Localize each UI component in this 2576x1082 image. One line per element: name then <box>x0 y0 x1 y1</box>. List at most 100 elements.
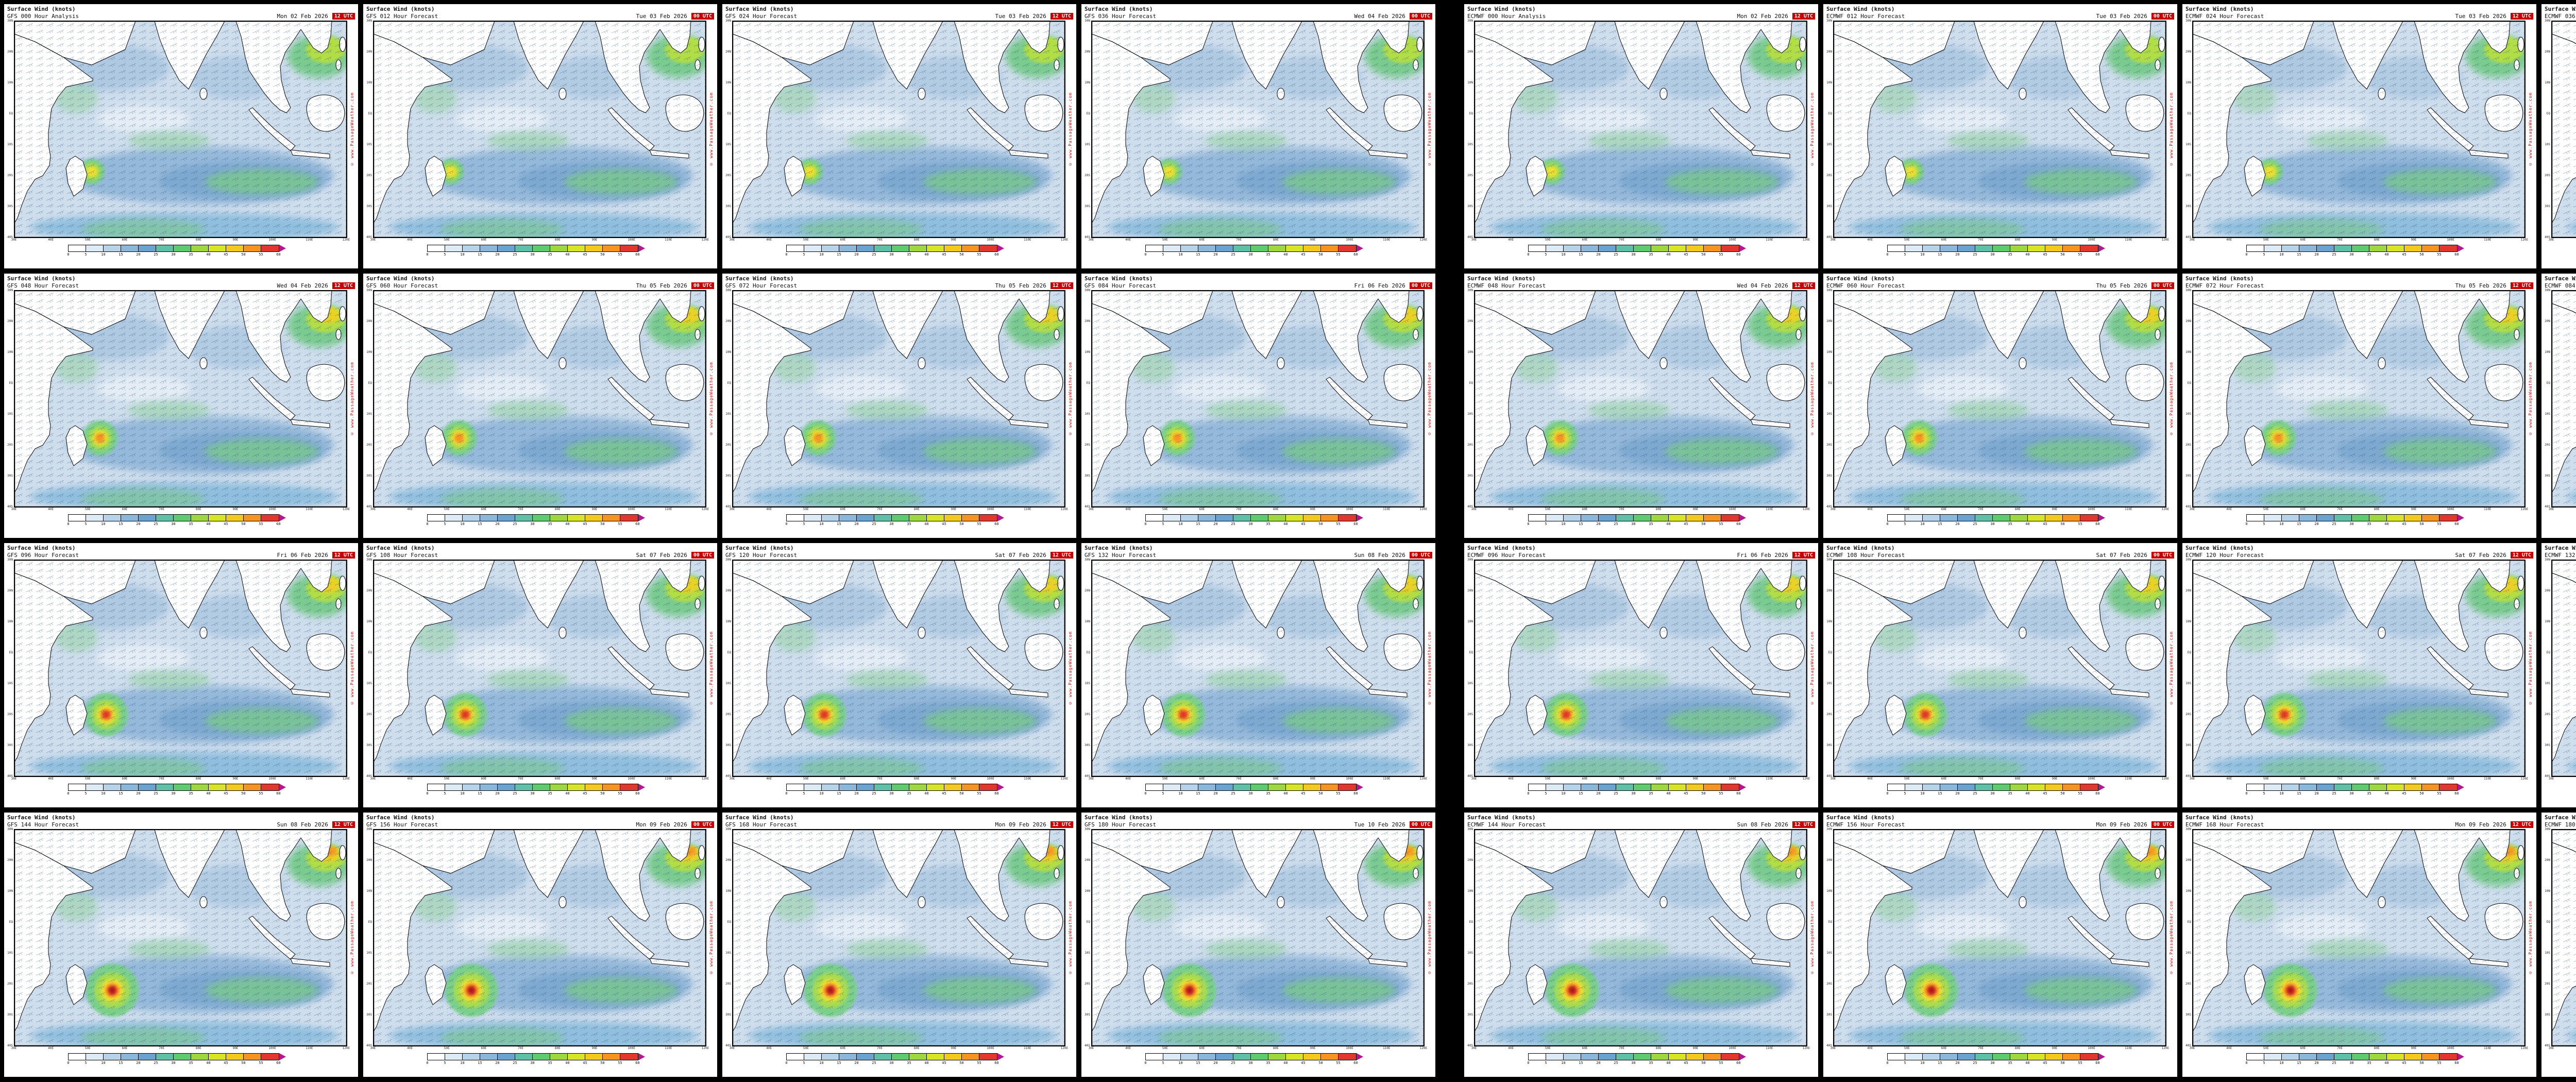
colorbar-segment <box>1616 1054 1634 1060</box>
colorbar-tick: 5 <box>84 791 87 796</box>
panel-ecmwf-132[interactable]: Surface Wind (knots) ECMWF 132 Hour Fore… <box>2541 543 2576 807</box>
lat-tick: 30N <box>7 19 13 23</box>
panel-ecmwf-168[interactable]: Surface Wind (knots) ECMWF 168 Hour Fore… <box>2182 813 2536 1077</box>
lat-tick: 20S <box>7 982 13 986</box>
panel-gfs-084[interactable]: Surface Wind (knots) GFS 084 Hour Foreca… <box>1081 274 1435 538</box>
wind-speed-colorbar: 0 5 10 15 20 25 30 35 40 45 50 55 60 <box>426 514 654 527</box>
lon-tick: 80E <box>1655 508 1662 511</box>
colorbar-tick: 20 <box>1213 791 1218 796</box>
panel-ecmwf-048[interactable]: Surface Wind (knots) ECMWF 048 Hour Fore… <box>1464 274 1818 538</box>
colorbar-tick: 5 <box>803 1061 805 1065</box>
lon-tick: 80E <box>554 1046 561 1050</box>
panel-gfs-000[interactable]: Surface Wind (knots) GFS 000 Hour Analys… <box>4 4 358 268</box>
panel-ecmwf-036[interactable]: Surface Wind (knots) ECMWF 036 Hour Fore… <box>2541 4 2576 268</box>
colorbar-segment <box>1940 245 1958 251</box>
panel-ecmwf-072[interactable]: Surface Wind (knots) ECMWF 072 Hour Fore… <box>2182 274 2536 538</box>
colorbar-segment <box>1546 784 1564 790</box>
panel-gfs-180[interactable]: Surface Wind (knots) GFS 180 Hour Foreca… <box>1081 813 1435 1077</box>
latitude-axis-labels: 30N 20N 10N EQ 10S 20S 30S 40S <box>1082 558 1091 778</box>
colorbar-tick: 60 <box>1353 1061 1358 1065</box>
panel-ecmwf-012[interactable]: Surface Wind (knots) ECMWF 012 Hour Fore… <box>1823 4 2177 268</box>
panel-gfs-156[interactable]: Surface Wind (knots) GFS 156 Hour Foreca… <box>363 813 717 1077</box>
colorbar-overflow-arrow <box>2457 784 2464 791</box>
panel-ecmwf-120[interactable]: Surface Wind (knots) ECMWF 120 Hour Fore… <box>2182 543 2536 807</box>
lon-tick: 120E <box>1060 1046 1069 1050</box>
colorbar-segment <box>462 784 480 790</box>
lon-tick: 110E <box>1383 508 1391 511</box>
lon-tick: 70E <box>2337 238 2343 242</box>
colorbar-segment <box>979 1054 997 1060</box>
panel-ecmwf-024[interactable]: Surface Wind (knots) ECMWF 024 Hour Fore… <box>2182 4 2536 268</box>
colorbar-overflow-arrow <box>1739 784 1746 791</box>
lon-tick: 50E <box>84 238 91 242</box>
panel-ecmwf-096[interactable]: Surface Wind (knots) ECMWF 096 Hour Fore… <box>1464 543 1818 807</box>
colorbar-segment <box>786 784 804 790</box>
colorbar-tick: 50 <box>1701 252 1706 257</box>
panel-ecmwf-108[interactable]: Surface Wind (knots) ECMWF 108 Hour Fore… <box>1823 543 2177 807</box>
colorbar-tick: 10 <box>460 791 465 796</box>
lat-tick: 40S <box>7 1044 13 1047</box>
colorbar-segment <box>1581 515 1599 521</box>
latitude-axis-labels: 30N 20N 10N EQ 10S 20S 30S 40S <box>723 19 732 239</box>
wind-speed-colorbar: 0 5 10 15 20 25 30 35 40 45 50 55 60 <box>1886 514 2114 527</box>
colorbar-tick: 40 <box>2025 1061 2030 1065</box>
panel-gfs-072[interactable]: Surface Wind (knots) GFS 072 Hour Foreca… <box>722 274 1076 538</box>
colorbar-tick: 20 <box>136 252 141 257</box>
lat-tick: EQ <box>1086 920 1090 924</box>
panel-gfs-120[interactable]: Surface Wind (knots) GFS 120 Hour Foreca… <box>722 543 1076 807</box>
colorbar-tick: 20 <box>495 522 500 526</box>
panel-ecmwf-180[interactable]: Surface Wind (knots) ECMWF 180 Hour Fore… <box>2541 813 2576 1077</box>
panel-gfs-060[interactable]: Surface Wind (knots) GFS 060 Hour Foreca… <box>363 274 717 538</box>
colorbar-segments <box>67 245 279 252</box>
lon-tick: 80E <box>913 1046 920 1050</box>
panel-ecmwf-156[interactable]: Surface Wind (knots) ECMWF 156 Hour Fore… <box>1823 813 2177 1077</box>
colorbar-segment <box>2351 515 2369 521</box>
colorbar-tick: 10 <box>460 1061 465 1065</box>
panel-gfs-048[interactable]: Surface Wind (knots) GFS 048 Hour Foreca… <box>4 274 358 538</box>
panel-gfs-024[interactable]: Surface Wind (knots) GFS 024 Hour Foreca… <box>722 4 1076 268</box>
valid-date: Tue 03 Feb 2026 <box>2096 13 2147 20</box>
panel-ecmwf-144[interactable]: Surface Wind (knots) ECMWF 144 Hour Fore… <box>1464 813 1818 1077</box>
colorbar-segment <box>804 784 822 790</box>
panel-header: Surface Wind (knots) ECMWF 132 Hour Fore… <box>2541 543 2576 559</box>
colorbar-segment <box>1233 245 1251 251</box>
utc-time-badge: 12 UTC <box>1050 821 1073 828</box>
colorbar-tick: 25 <box>154 522 158 526</box>
panel-ecmwf-000[interactable]: Surface Wind (knots) ECMWF 000 Hour Anal… <box>1464 4 1818 268</box>
lon-tick: 60E <box>481 1046 487 1050</box>
lon-tick: 40E <box>1867 1046 1873 1050</box>
panel-gfs-168[interactable]: Surface Wind (knots) GFS 168 Hour Foreca… <box>722 813 1076 1077</box>
colorbar-tick: 50 <box>600 791 605 796</box>
panel-gfs-036[interactable]: Surface Wind (knots) GFS 036 Hour Foreca… <box>1081 4 1435 268</box>
watermark: © www.PassageWeather.com <box>708 631 714 705</box>
lon-tick: 50E <box>803 238 809 242</box>
colorbar-segment <box>1528 1054 1546 1060</box>
panel-gfs-144[interactable]: Surface Wind (knots) GFS 144 Hour Foreca… <box>4 813 358 1077</box>
lat-tick: EQ <box>727 651 731 654</box>
colorbar-segment <box>1528 515 1546 521</box>
colorbar-segment <box>1651 1054 1669 1060</box>
colorbar-overflow-arrow <box>638 1053 645 1060</box>
colorbar-segment <box>121 784 139 790</box>
model-hour-label: GFS 132 Hour Forecast <box>1084 552 1157 559</box>
panel-ecmwf-060[interactable]: Surface Wind (knots) ECMWF 060 Hour Fore… <box>1823 274 2177 538</box>
colorbar-segment <box>156 1054 174 1060</box>
panel-gfs-012[interactable]: Surface Wind (knots) GFS 012 Hour Foreca… <box>363 4 717 268</box>
colorbar-segment <box>926 245 944 251</box>
colorbar-tick: 25 <box>1614 791 1618 796</box>
panel-header: Surface Wind (knots) ECMWF 144 Hour Fore… <box>1464 813 1818 829</box>
panel-gfs-096[interactable]: Surface Wind (knots) GFS 096 Hour Foreca… <box>4 543 358 807</box>
panel-ecmwf-084[interactable]: Surface Wind (knots) ECMWF 084 Hour Fore… <box>2541 274 2576 538</box>
panel-gfs-132[interactable]: Surface Wind (knots) GFS 132 Hour Foreca… <box>1081 543 1435 807</box>
lat-tick: 30N <box>1826 19 1832 23</box>
lon-tick: 30E <box>1088 508 1094 511</box>
lat-tick: 30N <box>2545 289 2550 292</box>
lat-tick: 10S <box>2545 412 2550 416</box>
lon-tick: 50E <box>84 1046 91 1050</box>
colorbar-tick: 45 <box>583 522 587 526</box>
colorbar-tick: 30 <box>2349 791 2354 796</box>
colorbar-tick: 40 <box>924 252 929 257</box>
panel-gfs-108[interactable]: Surface Wind (knots) GFS 108 Hour Foreca… <box>363 543 717 807</box>
colorbar-segment <box>786 245 804 251</box>
lat-tick: 30N <box>2185 289 2191 292</box>
